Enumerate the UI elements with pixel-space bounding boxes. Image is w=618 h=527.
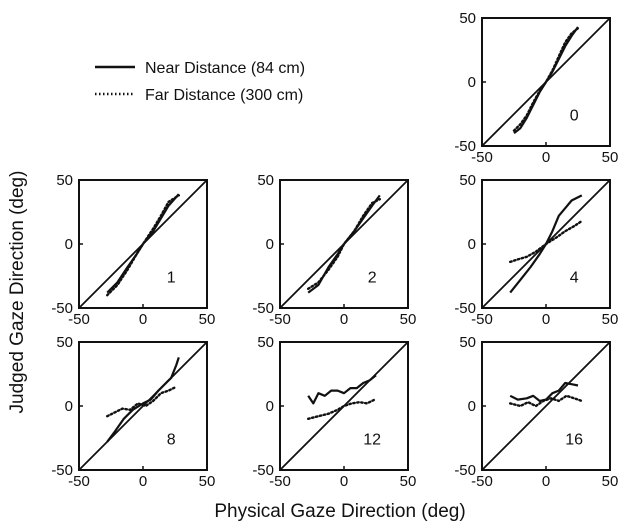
far-distance-series xyxy=(512,27,580,132)
panel-label: 0 xyxy=(570,107,579,124)
x-tick-label: -50 xyxy=(269,473,291,490)
panel-label: 16 xyxy=(565,431,583,448)
x-tick-label: 50 xyxy=(400,311,417,328)
panel-8: 50 0 -50-50 0 50 8 xyxy=(51,334,215,490)
x-tick-label: 0 xyxy=(139,473,147,490)
y-tick-label: -50 xyxy=(252,462,274,479)
panel-12: 50 0 -50-50 0 50 12 xyxy=(252,334,416,490)
y-tick-label: 0 xyxy=(468,398,476,415)
y-tick-label: 50 xyxy=(257,172,274,189)
x-axis-title: Physical Gaze Direction (deg) xyxy=(214,501,465,522)
y-tick-label: 50 xyxy=(459,334,476,351)
x-tick-label: 50 xyxy=(602,149,618,166)
far-distance-series xyxy=(307,398,376,420)
x-tick-label: 0 xyxy=(542,473,550,490)
y-tick-label: 50 xyxy=(459,10,476,27)
x-tick-label: 50 xyxy=(602,473,618,490)
x-tick-label: 0 xyxy=(139,311,147,328)
far-distance-series xyxy=(106,385,178,418)
near-distance-series xyxy=(307,374,377,405)
x-tick-label: 0 xyxy=(542,149,550,166)
y-tick-label: 0 xyxy=(468,236,476,253)
x-tick-label: 0 xyxy=(340,311,348,328)
near-distance-series xyxy=(307,194,381,294)
near-distance-series xyxy=(509,194,583,294)
x-tick-label: -50 xyxy=(471,473,493,490)
y-tick-label: -50 xyxy=(252,300,274,317)
y-tick-label: 50 xyxy=(56,172,73,189)
y-tick-label: 0 xyxy=(65,236,73,253)
legend-far-label: Far Distance (300 cm) xyxy=(145,87,303,104)
x-tick-label: -50 xyxy=(68,473,90,490)
x-tick-label: -50 xyxy=(68,311,90,328)
legend-near-label: Near Distance (84 cm) xyxy=(145,60,305,77)
near-distance-series xyxy=(509,381,579,402)
panel-label: 4 xyxy=(570,269,579,286)
y-tick-label: 50 xyxy=(459,172,476,189)
panel-label: 2 xyxy=(368,269,377,286)
x-tick-label: 50 xyxy=(199,311,216,328)
y-axis-title: Judged Gaze Direction (deg) xyxy=(7,171,28,414)
far-distance-series xyxy=(509,219,583,264)
near-distance-series xyxy=(106,357,180,443)
far-distance-series xyxy=(509,394,583,408)
y-tick-label: 0 xyxy=(468,74,476,91)
panel-2: 50 0 -50-50 0 50 2 xyxy=(252,172,416,328)
x-tick-label: 50 xyxy=(199,473,216,490)
panel-4: 50 0 -50-50 0 50 4 xyxy=(454,172,618,328)
panel-0: 50 0 -50-50 0 50 0 xyxy=(454,10,618,166)
near-distance-series xyxy=(106,193,180,294)
y-tick-label: 50 xyxy=(56,334,73,351)
x-tick-label: 50 xyxy=(400,473,417,490)
y-tick-label: 0 xyxy=(266,398,274,415)
near-distance-series xyxy=(513,26,579,135)
y-tick-label: 50 xyxy=(257,334,274,351)
y-tick-label: -50 xyxy=(51,300,73,317)
panel-label: 12 xyxy=(363,431,381,448)
far-distance-series xyxy=(106,194,180,297)
x-tick-label: -50 xyxy=(471,149,493,166)
panel-1: 50 0 -50-50 0 50 1 xyxy=(51,172,215,328)
y-tick-label: 0 xyxy=(65,398,73,415)
x-tick-label: 50 xyxy=(602,311,618,328)
x-tick-label: 0 xyxy=(340,473,348,490)
y-tick-label: -50 xyxy=(454,138,476,155)
legend: Near Distance (84 cm) Far Distance (300 … xyxy=(95,60,305,104)
x-tick-label: 0 xyxy=(542,311,550,328)
identity-line xyxy=(481,341,611,471)
y-tick-label: -50 xyxy=(454,462,476,479)
panel-label: 8 xyxy=(167,431,176,448)
x-tick-label: -50 xyxy=(269,311,291,328)
panel-label: 1 xyxy=(167,269,176,286)
panel-16: 50 0 -50-50 0 50 16 xyxy=(454,334,618,490)
x-tick-label: -50 xyxy=(471,311,493,328)
y-tick-label: -50 xyxy=(454,300,476,317)
y-tick-label: 0 xyxy=(266,236,274,253)
y-tick-label: -50 xyxy=(51,462,73,479)
